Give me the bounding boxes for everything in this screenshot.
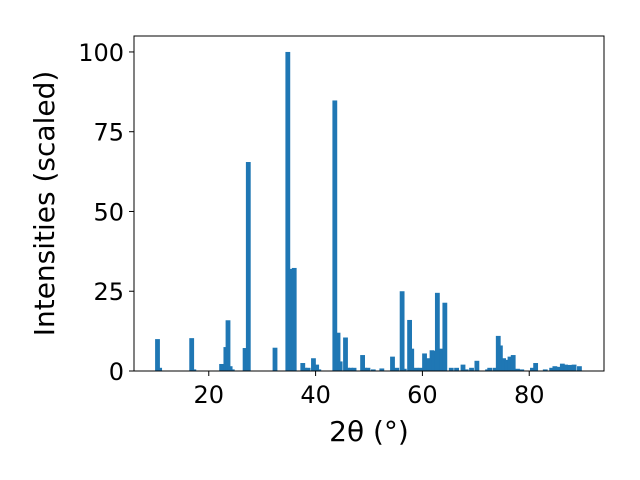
y-tick-label: 100 <box>78 39 124 67</box>
bar <box>245 162 251 371</box>
bar <box>469 367 474 371</box>
y-tick-label: 75 <box>93 119 124 147</box>
bar <box>409 348 415 371</box>
bar <box>394 367 400 371</box>
bar <box>343 337 348 371</box>
bar <box>335 332 341 371</box>
bar <box>439 348 445 371</box>
x-tick-label: 40 <box>300 381 331 409</box>
y-tick-label: 0 <box>109 358 124 386</box>
bar <box>510 355 516 371</box>
bar <box>242 348 248 371</box>
bar <box>337 361 343 371</box>
y-tick-label: 25 <box>93 278 124 306</box>
bar <box>492 367 498 371</box>
bar <box>345 367 351 371</box>
bar <box>291 267 297 371</box>
bar <box>272 347 278 371</box>
bar <box>563 364 568 371</box>
bar <box>474 360 480 371</box>
y-tick-label: 50 <box>93 198 124 226</box>
bar <box>442 302 448 371</box>
bar <box>555 366 561 371</box>
bar <box>567 364 573 371</box>
bar <box>365 367 371 371</box>
bar <box>463 369 469 371</box>
bar <box>549 367 555 371</box>
bar <box>504 359 510 371</box>
bar <box>348 367 354 371</box>
bar <box>454 367 459 371</box>
x-tick-label: 80 <box>514 381 545 409</box>
bar <box>379 368 385 371</box>
bar <box>542 369 548 371</box>
x-axis-label: 2θ (°) <box>329 415 409 448</box>
bar <box>497 345 503 371</box>
bar <box>285 51 291 371</box>
bar <box>229 369 235 371</box>
bar <box>577 366 582 371</box>
bar <box>507 356 513 371</box>
bar <box>351 367 357 371</box>
bar <box>487 367 493 371</box>
bar <box>362 367 368 371</box>
bar-series <box>155 51 582 371</box>
bar <box>571 364 577 371</box>
bar <box>533 363 539 371</box>
bar <box>157 367 163 371</box>
bar <box>332 100 338 371</box>
plot-frame <box>133 35 605 372</box>
bar <box>426 358 432 371</box>
bar <box>225 320 231 371</box>
bar <box>401 368 407 371</box>
bar <box>519 369 525 371</box>
bar <box>390 356 395 371</box>
bar <box>407 319 412 371</box>
bar <box>305 367 311 371</box>
axis-ticks: 20 40 60 80 0 25 50 75 100 <box>78 39 544 409</box>
y-axis-label: Intensities (scaled) <box>28 71 61 337</box>
bar <box>530 367 535 371</box>
bar <box>302 367 308 371</box>
bar <box>287 268 293 371</box>
bar <box>311 358 316 371</box>
bar <box>316 369 322 371</box>
bar <box>300 363 306 371</box>
bar <box>399 291 405 371</box>
x-tick-label: 20 <box>193 381 224 409</box>
bar <box>501 358 506 371</box>
bar <box>227 366 233 371</box>
bar <box>552 366 558 371</box>
bar <box>515 368 520 371</box>
bar <box>189 338 195 371</box>
bar <box>314 364 320 371</box>
bar <box>422 353 427 371</box>
bar <box>448 367 454 371</box>
bar <box>360 355 365 371</box>
bar <box>219 363 224 371</box>
bar <box>460 364 466 371</box>
bar <box>431 350 437 371</box>
bar <box>559 363 565 371</box>
bar <box>413 367 419 371</box>
bar <box>434 292 440 371</box>
bar <box>191 369 197 371</box>
bar <box>417 367 423 371</box>
bar <box>370 369 376 371</box>
bar <box>155 339 160 371</box>
x-tick-label: 60 <box>407 381 438 409</box>
